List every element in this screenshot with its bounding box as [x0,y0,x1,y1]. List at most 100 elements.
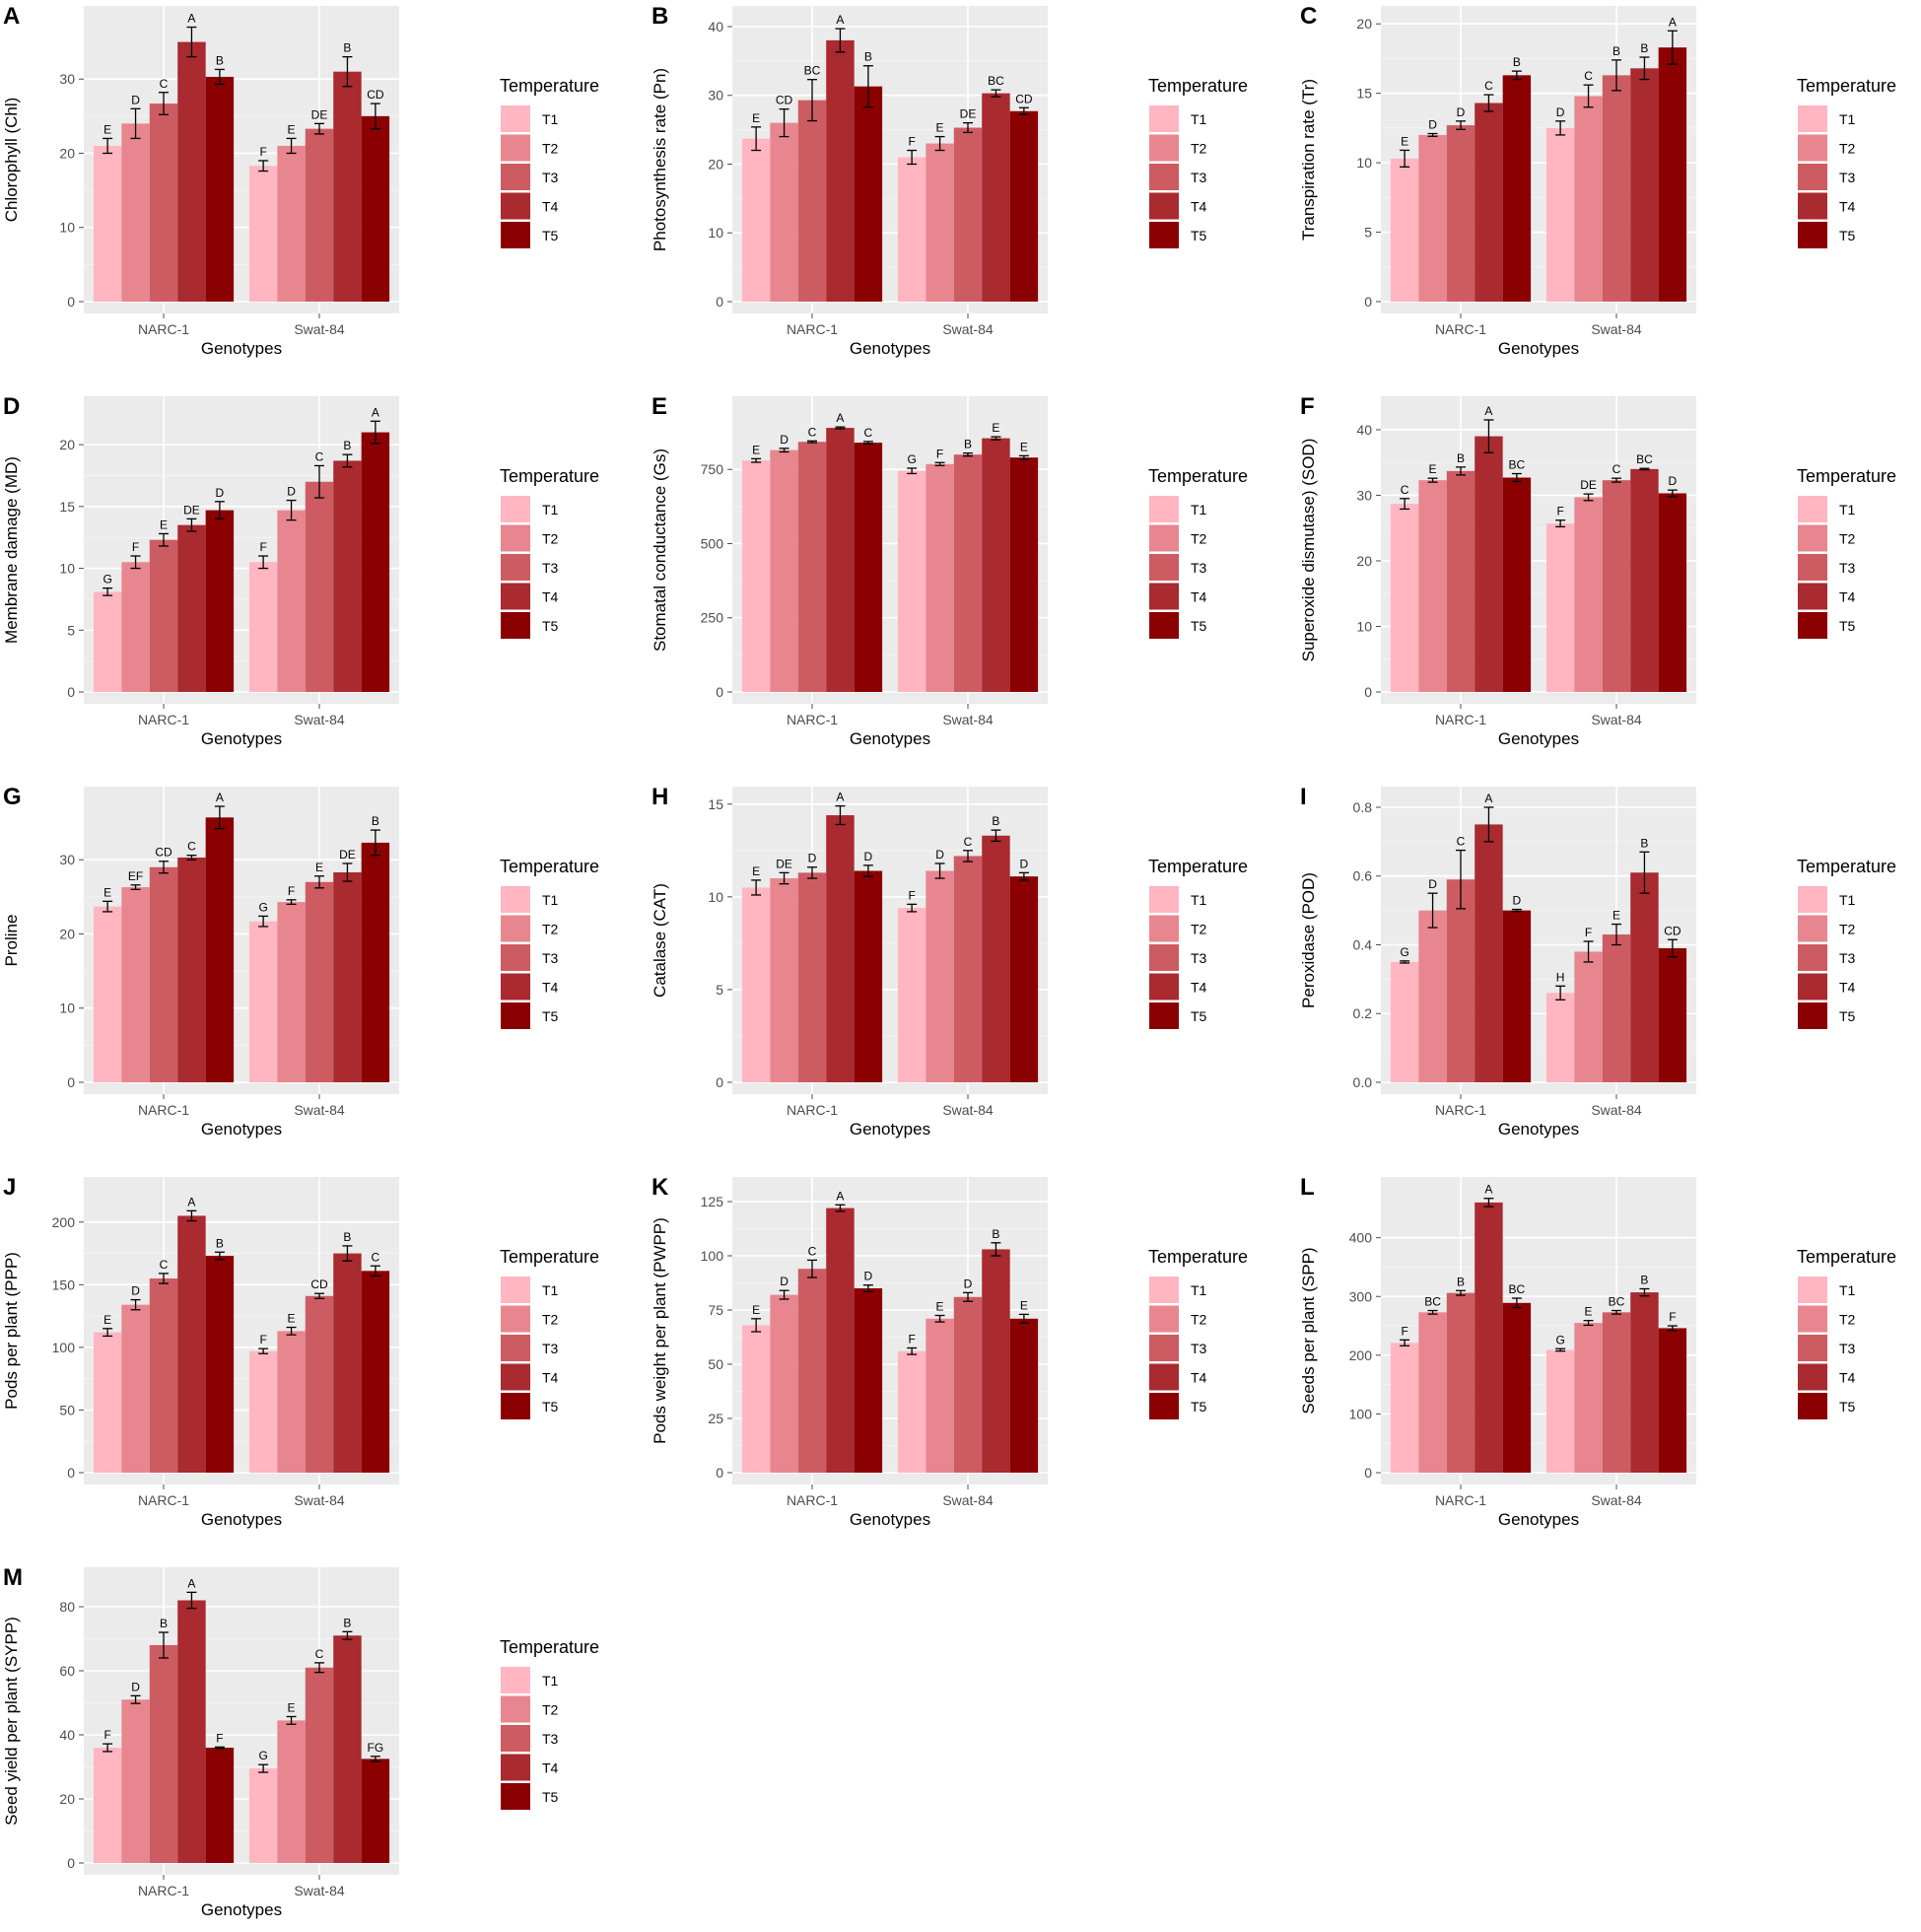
bar[interactable] [741,138,771,302]
bar[interactable] [149,866,178,1082]
bar[interactable] [1545,127,1575,302]
bar[interactable] [205,817,235,1082]
bar[interactable] [1475,103,1503,303]
bar[interactable] [93,1332,122,1473]
bar[interactable] [1418,1312,1447,1473]
bar[interactable] [277,902,306,1082]
bar[interactable] [741,887,771,1082]
bar[interactable] [1502,910,1532,1082]
bar[interactable] [1630,68,1659,302]
bar[interactable] [248,1768,278,1863]
bar[interactable] [149,1277,178,1473]
bar[interactable] [1630,1292,1659,1473]
bar[interactable] [1009,110,1039,303]
bar[interactable] [797,100,827,303]
bar[interactable] [1574,1323,1603,1473]
bar[interactable] [121,562,150,692]
bar[interactable] [1574,951,1603,1082]
bar[interactable] [361,115,390,302]
bar[interactable] [149,104,178,303]
bar[interactable] [1418,134,1447,302]
bar[interactable] [1545,993,1575,1082]
bar[interactable] [826,815,855,1082]
bar[interactable] [1475,824,1503,1082]
bar[interactable] [1418,480,1447,692]
bar[interactable] [248,1350,278,1473]
bar[interactable] [1390,158,1419,302]
bar[interactable] [1630,872,1659,1082]
bar[interactable] [121,1304,150,1473]
bar[interactable] [1502,477,1532,692]
bar[interactable] [1475,1202,1503,1473]
bar[interactable] [1602,75,1631,303]
bar[interactable] [926,463,954,692]
bar[interactable] [1658,1328,1687,1473]
bar[interactable] [1602,480,1631,692]
bar[interactable] [177,524,206,692]
bar[interactable] [121,1699,150,1863]
bar[interactable] [205,1256,235,1473]
bar[interactable] [1502,1302,1532,1473]
bar[interactable] [1390,961,1419,1082]
bar[interactable] [205,76,235,302]
bar[interactable] [953,454,983,692]
bar[interactable] [897,470,926,692]
bar[interactable] [277,1720,306,1863]
bar[interactable] [177,1600,206,1864]
bar[interactable] [826,1208,855,1473]
bar[interactable] [1658,493,1687,692]
bar[interactable] [177,41,206,302]
bar[interactable] [953,1296,983,1473]
bar[interactable] [926,1318,954,1473]
bar[interactable] [854,870,883,1083]
bar[interactable] [1545,523,1575,692]
bar[interactable] [1574,96,1603,302]
bar[interactable] [361,432,390,692]
bar[interactable] [305,881,334,1082]
bar[interactable] [121,887,150,1082]
bar[interactable] [1658,47,1687,303]
bar[interactable] [897,157,926,302]
bar[interactable] [1574,497,1603,692]
bar[interactable] [854,1288,883,1473]
bar[interactable] [333,1635,362,1863]
bar[interactable] [1009,457,1039,692]
bar[interactable] [248,921,278,1082]
bar[interactable] [982,438,1010,692]
bar[interactable] [149,539,178,692]
bar[interactable] [305,481,334,692]
bar[interactable] [770,449,798,692]
bar[interactable] [1602,934,1631,1082]
bar[interactable] [897,1350,926,1473]
bar[interactable] [205,510,235,692]
bar[interactable] [982,1249,1010,1473]
bar[interactable] [1009,1318,1039,1473]
bar[interactable] [93,145,122,302]
bar[interactable] [854,443,883,692]
bar[interactable] [770,122,798,302]
bar[interactable] [205,1748,235,1863]
bar[interactable] [361,1271,390,1473]
bar[interactable] [361,842,390,1082]
bar[interactable] [770,878,798,1082]
bar[interactable] [1009,876,1039,1082]
bar[interactable] [248,166,278,302]
bar[interactable] [797,442,827,692]
bar[interactable] [1390,1343,1419,1473]
bar[interactable] [1446,1292,1475,1473]
bar[interactable] [1545,1349,1575,1473]
bar[interactable] [797,872,827,1082]
bar[interactable] [926,870,954,1083]
bar[interactable] [741,460,771,692]
bar[interactable] [897,908,926,1082]
bar[interactable] [953,856,983,1082]
bar[interactable] [333,71,362,303]
bar[interactable] [277,510,306,692]
bar[interactable] [826,39,855,303]
bar[interactable] [305,1295,334,1473]
bar[interactable] [953,127,983,302]
bar[interactable] [1390,504,1419,692]
bar[interactable] [333,872,362,1082]
bar[interactable] [982,93,1010,302]
bar[interactable] [305,1667,334,1863]
